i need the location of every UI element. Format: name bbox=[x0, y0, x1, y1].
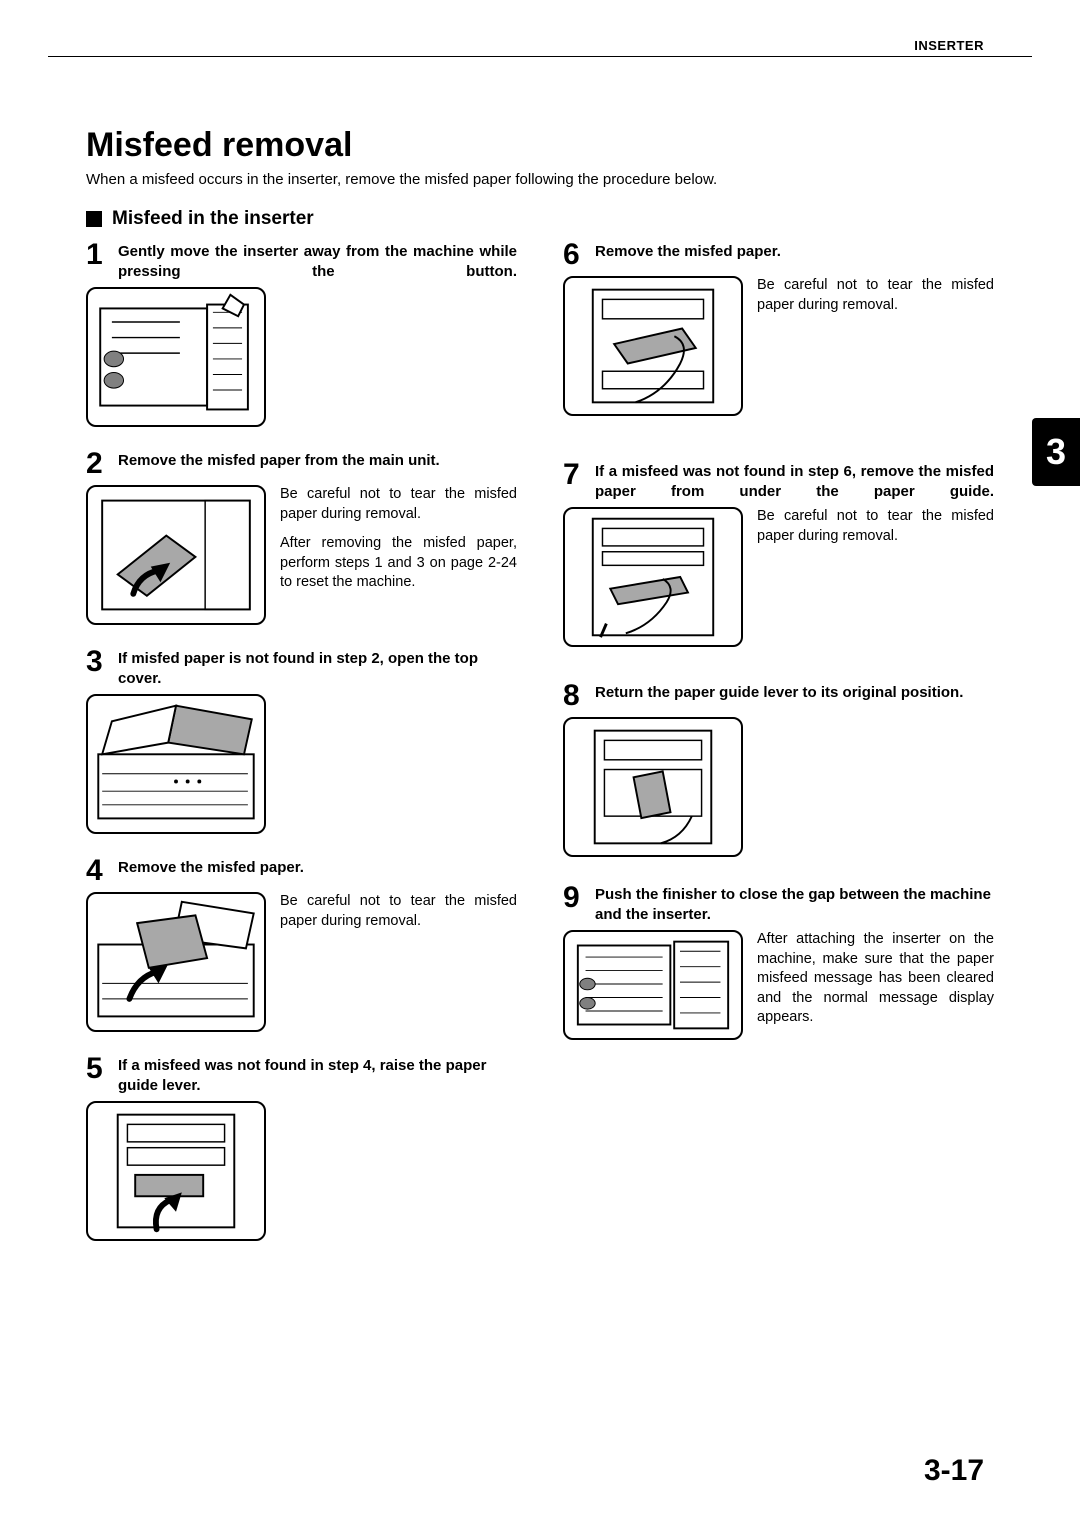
step-title: Remove the misfed paper. bbox=[118, 856, 304, 878]
columns: 1 Gently move the inserter away from the… bbox=[86, 240, 994, 1263]
step-desc: Be careful not to tear the misfed paper … bbox=[757, 276, 994, 315]
top-rule bbox=[48, 56, 1032, 57]
step-4: 4 Remove the misfed paper. Be careful no… bbox=[86, 856, 517, 1032]
step-title: Remove the misfed paper. bbox=[595, 240, 781, 262]
step-5: 5 If a misfeed was not found in step 4, … bbox=[86, 1054, 517, 1241]
step-3: 3 If misfed paper is not found in step 2… bbox=[86, 647, 517, 834]
step-number: 6 bbox=[563, 240, 587, 270]
step-illustration bbox=[563, 276, 743, 416]
step-desc: Be careful not to tear the misfed paper … bbox=[757, 507, 994, 546]
step-illustration bbox=[86, 485, 266, 625]
step-title: If a misfeed was not found in step 4, ra… bbox=[118, 1054, 517, 1095]
step-desc-group: Be careful not to tear the misfed paper … bbox=[280, 485, 517, 593]
right-column: 6 Remove the misfed paper. Be careful no… bbox=[563, 240, 994, 1263]
step-number: 8 bbox=[563, 681, 587, 711]
subhead-text: Misfeed in the inserter bbox=[112, 208, 314, 230]
intro-text: When a misfeed occurs in the inserter, r… bbox=[86, 171, 994, 188]
step-illustration bbox=[563, 717, 743, 857]
step-title: If a misfeed was not found in step 6, re… bbox=[595, 460, 994, 501]
step-8: 8 Return the paper guide lever to its or… bbox=[563, 681, 994, 857]
step-title: Remove the misfed paper from the main un… bbox=[118, 449, 440, 471]
step-illustration bbox=[86, 287, 266, 427]
step-illustration bbox=[86, 1101, 266, 1241]
step-desc: After removing the misfed paper, perform… bbox=[280, 534, 517, 593]
step-number: 9 bbox=[563, 883, 587, 913]
step-2: 2 Remove the misfed paper from the main … bbox=[86, 449, 517, 625]
step-number: 5 bbox=[86, 1054, 110, 1084]
page-number: 3-17 bbox=[924, 1454, 984, 1488]
header-label: INSERTER bbox=[914, 38, 984, 53]
step-number: 2 bbox=[86, 449, 110, 479]
square-bullet-icon bbox=[86, 211, 102, 227]
step-9: 9 Push the finisher to close the gap bet… bbox=[563, 883, 994, 1040]
step-illustration bbox=[86, 892, 266, 1032]
step-illustration bbox=[563, 930, 743, 1040]
step-number: 3 bbox=[86, 647, 110, 677]
step-title: Push the finisher to close the gap betwe… bbox=[595, 883, 994, 924]
step-title: Gently move the inserter away from the m… bbox=[118, 240, 517, 281]
step-title: Return the paper guide lever to its orig… bbox=[595, 681, 963, 703]
step-number: 7 bbox=[563, 460, 587, 490]
section-subhead: Misfeed in the inserter bbox=[86, 208, 994, 230]
step-illustration bbox=[86, 694, 266, 834]
step-number: 4 bbox=[86, 856, 110, 886]
step-number: 1 bbox=[86, 240, 110, 270]
chapter-tab: 3 bbox=[1032, 418, 1080, 486]
step-7: 7 If a misfeed was not found in step 6, … bbox=[563, 460, 994, 647]
step-desc: Be careful not to tear the misfed paper … bbox=[280, 892, 517, 931]
chapter-number: 3 bbox=[1046, 431, 1066, 473]
step-title: If misfed paper is not found in step 2, … bbox=[118, 647, 517, 688]
step-illustration bbox=[563, 507, 743, 647]
page-title: Misfeed removal bbox=[86, 126, 994, 165]
step-desc: After attaching the inserter on the mach… bbox=[757, 930, 994, 1028]
step-6: 6 Remove the misfed paper. Be careful no… bbox=[563, 240, 994, 416]
step-1: 1 Gently move the inserter away from the… bbox=[86, 240, 517, 427]
step-desc: Be careful not to tear the misfed paper … bbox=[280, 485, 517, 524]
left-column: 1 Gently move the inserter away from the… bbox=[86, 240, 517, 1263]
